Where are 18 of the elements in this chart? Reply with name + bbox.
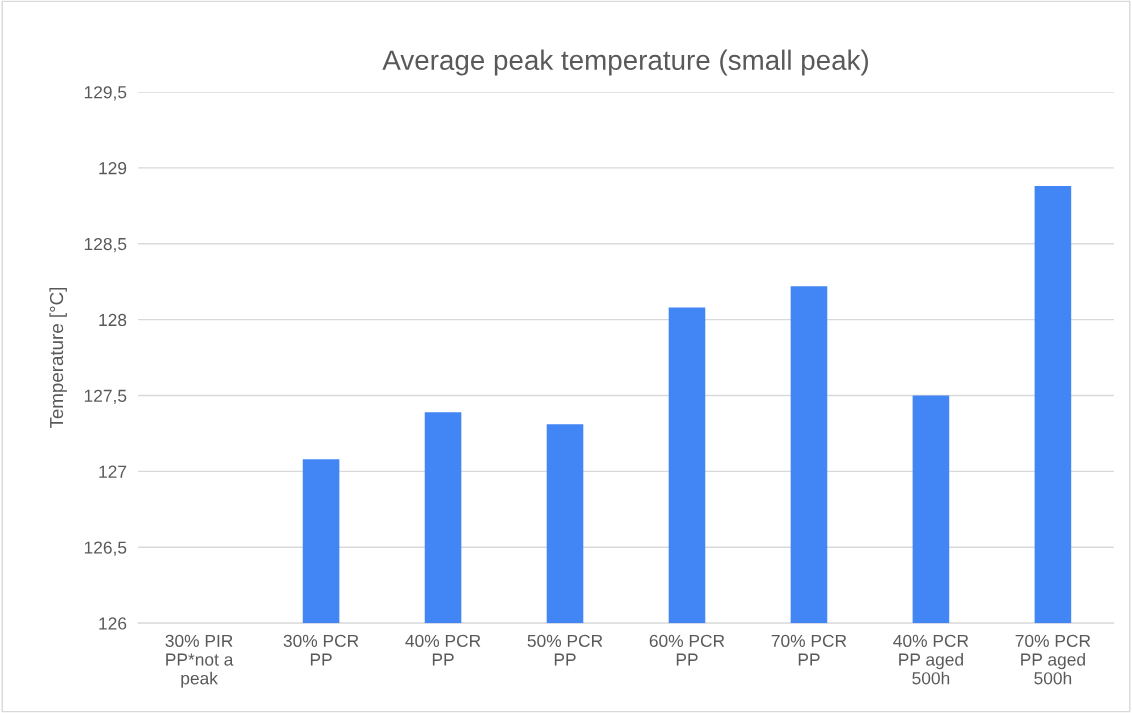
y-tick-label: 127,5 — [84, 389, 127, 405]
y-tick-label: 127 — [99, 465, 127, 478]
y-tick-label: 128 — [99, 313, 127, 327]
y-tick-label: 129,5 — [84, 86, 127, 101]
y-tick-label: 126,5 — [84, 541, 127, 556]
y-tick-label: 128,5 — [84, 237, 127, 253]
y-axis-title: Temperature [°C] — [49, 287, 67, 429]
x-tick-label: 60% PCR PP — [649, 634, 725, 666]
x-tick-label: 70% PCR PP — [771, 634, 847, 666]
x-tick-label: 30% PIR PP*not a peak — [165, 634, 234, 688]
x-tick-label: 50% PCR PP — [527, 634, 603, 666]
x-tick-label: 40% PCR PP — [405, 634, 481, 666]
chart-title: Average peak temperature (small peak) — [382, 49, 868, 76]
x-tick-label: 40% PCR PP aged 500h — [893, 634, 969, 685]
y-tick-label: 126 — [99, 617, 127, 630]
y-tick-label: 129 — [99, 162, 127, 175]
x-tick-label: 70% PCR PP aged 500h — [1015, 634, 1091, 685]
x-tick-label: 30% PCR PP — [283, 634, 359, 666]
